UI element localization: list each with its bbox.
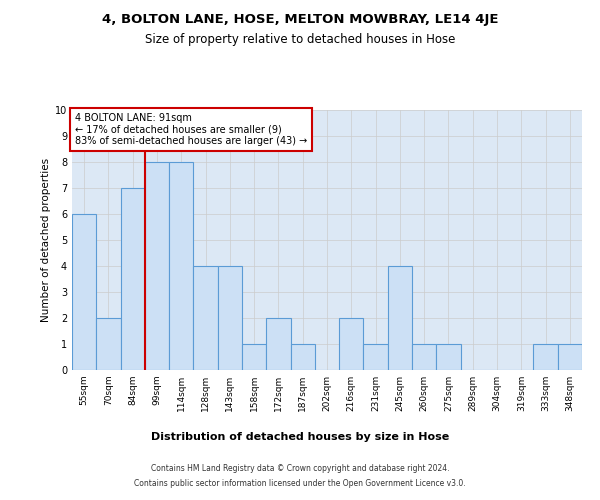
- Text: Distribution of detached houses by size in Hose: Distribution of detached houses by size …: [151, 432, 449, 442]
- Bar: [96, 318, 121, 370]
- Bar: [169, 162, 193, 370]
- Bar: [145, 162, 169, 370]
- Bar: [533, 344, 558, 370]
- Bar: [412, 344, 436, 370]
- Bar: [242, 344, 266, 370]
- Bar: [121, 188, 145, 370]
- Bar: [558, 344, 582, 370]
- Text: Size of property relative to detached houses in Hose: Size of property relative to detached ho…: [145, 32, 455, 46]
- Bar: [388, 266, 412, 370]
- Text: Contains public sector information licensed under the Open Government Licence v3: Contains public sector information licen…: [134, 479, 466, 488]
- Text: 4, BOLTON LANE, HOSE, MELTON MOWBRAY, LE14 4JE: 4, BOLTON LANE, HOSE, MELTON MOWBRAY, LE…: [102, 12, 498, 26]
- Bar: [72, 214, 96, 370]
- Y-axis label: Number of detached properties: Number of detached properties: [41, 158, 51, 322]
- Bar: [218, 266, 242, 370]
- Bar: [266, 318, 290, 370]
- Bar: [339, 318, 364, 370]
- Text: Contains HM Land Registry data © Crown copyright and database right 2024.: Contains HM Land Registry data © Crown c…: [151, 464, 449, 473]
- Text: 4 BOLTON LANE: 91sqm
← 17% of detached houses are smaller (9)
83% of semi-detach: 4 BOLTON LANE: 91sqm ← 17% of detached h…: [74, 112, 307, 146]
- Bar: [193, 266, 218, 370]
- Bar: [290, 344, 315, 370]
- Bar: [364, 344, 388, 370]
- Bar: [436, 344, 461, 370]
